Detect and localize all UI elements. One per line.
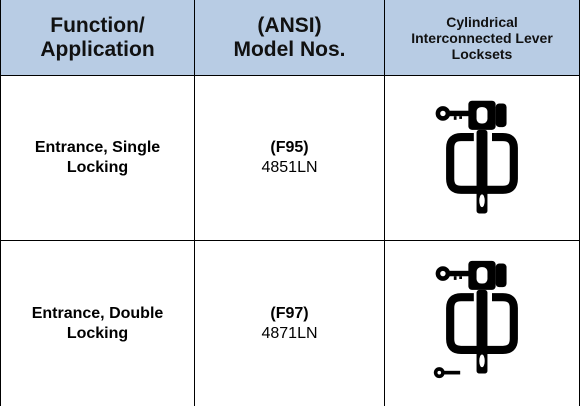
model-number: 4871LN — [261, 324, 318, 342]
header-text: Cylindrical — [446, 13, 518, 30]
image-cell — [385, 241, 580, 406]
lever-lockset-icon — [432, 98, 532, 218]
function-text: Locking — [66, 159, 129, 176]
ansi-code: (F97) — [270, 304, 309, 322]
model-cell: (F97) 4871LN — [195, 241, 385, 406]
function-text: Locking — [66, 324, 129, 342]
function-cell: Entrance, Single Locking — [0, 76, 195, 241]
function-text: Entrance, Double — [31, 304, 164, 322]
header-cell: Cylindrical Interconnected Lever Lockset… — [385, 0, 580, 76]
header-text: Interconnected Lever — [411, 29, 553, 46]
image-cell — [385, 76, 580, 241]
header-text: Application — [40, 37, 155, 61]
lever-lockset-icon — [432, 259, 532, 378]
model-number: 4851LN — [261, 159, 318, 176]
header-text: Function/ — [50, 13, 145, 37]
function-text: Entrance, Single — [34, 139, 161, 156]
header-cell: (ANSI) Model Nos. — [195, 0, 385, 76]
header-text: Model Nos. — [233, 37, 346, 61]
header-text: (ANSI) — [257, 13, 322, 37]
ansi-code: (F95) — [270, 139, 309, 156]
header-cell: Function/ Application — [0, 0, 195, 76]
header-text: Locksets — [451, 45, 513, 62]
function-cell: Entrance, Double Locking — [0, 241, 195, 406]
model-cell: (F95) 4851LN — [195, 76, 385, 241]
